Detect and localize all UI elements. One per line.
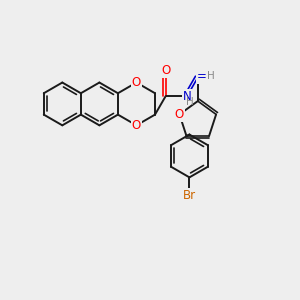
Text: O: O (132, 119, 141, 132)
Text: O: O (161, 64, 170, 77)
Text: Br: Br (183, 189, 196, 202)
Text: H: H (207, 71, 215, 81)
Text: =: = (197, 70, 207, 83)
Text: O: O (132, 76, 141, 89)
Text: N: N (183, 90, 191, 103)
Text: H: H (186, 97, 193, 107)
Text: O: O (175, 108, 184, 121)
